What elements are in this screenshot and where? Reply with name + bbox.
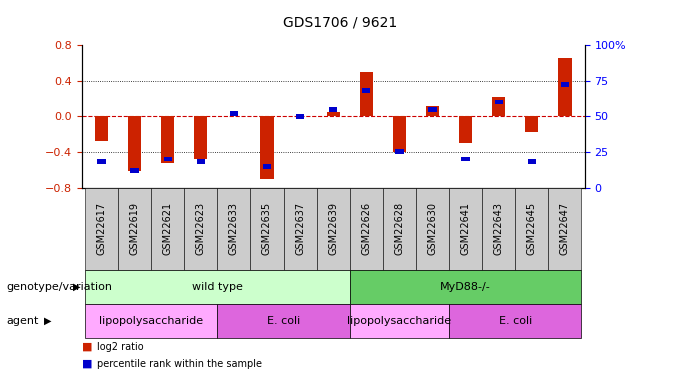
Bar — [260, 116, 273, 178]
Bar — [561, 82, 569, 87]
Text: ▶: ▶ — [73, 282, 81, 292]
Bar — [393, 116, 406, 152]
Text: GSM22628: GSM22628 — [394, 202, 405, 255]
Bar — [329, 106, 337, 112]
Text: E. coli: E. coli — [498, 316, 532, 326]
Text: GSM22621: GSM22621 — [163, 202, 173, 255]
Bar — [161, 116, 174, 163]
Text: log2 ratio: log2 ratio — [97, 342, 143, 352]
Text: GSM22623: GSM22623 — [196, 202, 206, 255]
Text: GSM22630: GSM22630 — [428, 202, 437, 255]
Bar — [528, 159, 536, 164]
Text: ■: ■ — [82, 359, 92, 369]
Text: GSM22633: GSM22633 — [229, 202, 239, 255]
Bar — [362, 88, 371, 93]
Bar — [163, 156, 172, 162]
Text: GSM22619: GSM22619 — [130, 202, 139, 255]
Bar — [426, 106, 439, 116]
Bar — [263, 164, 271, 169]
Text: GSM22645: GSM22645 — [527, 202, 537, 255]
Text: GDS1706 / 9621: GDS1706 / 9621 — [283, 15, 397, 29]
Text: lipopolysaccharide: lipopolysaccharide — [347, 316, 452, 326]
Text: ▶: ▶ — [44, 316, 52, 326]
Bar — [492, 97, 505, 116]
Text: ■: ■ — [82, 342, 92, 352]
Bar — [296, 114, 304, 119]
Text: lipopolysaccharide: lipopolysaccharide — [99, 316, 203, 326]
Bar — [97, 159, 105, 164]
Text: E. coli: E. coli — [267, 316, 300, 326]
Bar — [494, 99, 503, 105]
Bar — [95, 116, 108, 141]
Text: genotype/variation: genotype/variation — [7, 282, 113, 292]
Bar — [194, 116, 207, 159]
Bar — [459, 116, 472, 143]
Bar — [128, 116, 141, 171]
Text: wild type: wild type — [192, 282, 243, 292]
Bar — [558, 58, 572, 116]
Bar — [525, 116, 539, 132]
Bar — [230, 111, 238, 116]
Bar — [197, 159, 205, 164]
Text: percentile rank within the sample: percentile rank within the sample — [97, 359, 262, 369]
Text: GSM22626: GSM22626 — [361, 202, 371, 255]
Text: GSM22643: GSM22643 — [494, 202, 504, 255]
Text: GSM22647: GSM22647 — [560, 202, 570, 255]
Text: GSM22617: GSM22617 — [97, 202, 107, 255]
Text: GSM22637: GSM22637 — [295, 202, 305, 255]
Bar — [326, 112, 340, 116]
Text: GSM22639: GSM22639 — [328, 202, 338, 255]
Text: GSM22641: GSM22641 — [460, 202, 471, 255]
Bar — [395, 149, 403, 154]
Text: agent: agent — [7, 316, 39, 326]
Text: GSM22635: GSM22635 — [262, 202, 272, 255]
Bar — [462, 156, 470, 162]
Bar — [360, 72, 373, 116]
Text: MyD88-/-: MyD88-/- — [440, 282, 491, 292]
Bar — [131, 168, 139, 173]
Bar — [428, 106, 437, 112]
